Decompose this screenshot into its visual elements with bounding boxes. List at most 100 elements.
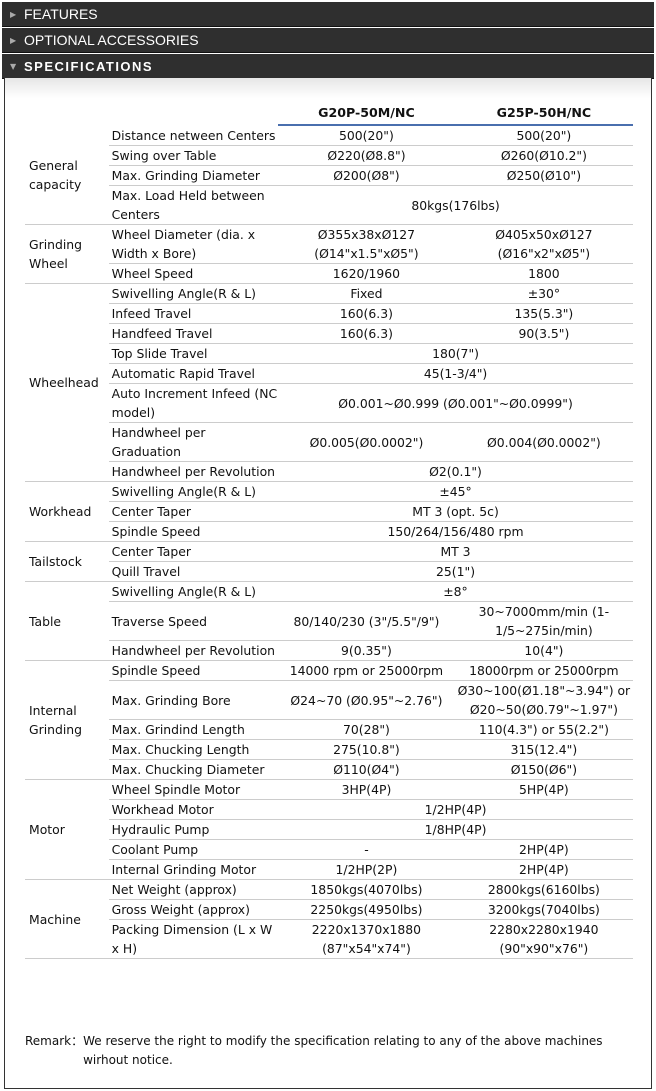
spec-label: Automatic Rapid Travel xyxy=(108,363,279,384)
spec-label: Packing Dimension (L x W x H) xyxy=(108,919,279,959)
spec-label: Swivelling Angle(R & L) xyxy=(108,481,279,502)
spec-label: Max. Grinding Diameter xyxy=(108,165,279,186)
spec-value: 18000rpm or 25000rpm xyxy=(454,660,633,681)
table-row: Internal Grinding Spindle Speed 14000 rpm … xyxy=(25,660,633,780)
group-label: Machine xyxy=(25,879,109,959)
spec-value: Ø2(0.1") xyxy=(278,461,633,482)
table-row: Spindle Speed 150/264/156/480 rpm xyxy=(25,521,633,542)
spec-value: 30~7000mm/min (1-1/5~275in/min) xyxy=(454,601,633,641)
spec-label: Auto Increment Infeed (NC model) xyxy=(108,383,279,423)
spec-value: Ø250(Ø10") xyxy=(454,165,633,186)
section-header-specifications[interactable]: ▼ SPECIFICATIONS xyxy=(2,54,654,79)
spec-value: 9(0.35") xyxy=(278,640,455,661)
spec-value: 25(1") xyxy=(278,561,633,582)
table-row: Wheelhead Swivelling Angle(R & L) Fixed ±30… xyxy=(25,283,633,482)
spec-label: Wheel Spindle Motor xyxy=(108,779,279,800)
spec-label: Handwheel per Revolution xyxy=(108,640,279,661)
spec-value: Ø355x38xØ127 (Ø14"x1.5"xØ5") xyxy=(278,224,455,264)
triangle-down-icon: ▼ xyxy=(10,61,17,71)
spec-value: Ø0.004(Ø0.0002") xyxy=(454,422,633,462)
table-row: Automatic Rapid Travel 45(1-3/4") xyxy=(25,363,633,384)
spec-value: 2280x2280x1940 (90"x90"x76") xyxy=(454,919,633,959)
table-row: Internal Grinding Motor 1/2HP(2P) 2HP(4P) xyxy=(25,859,633,880)
table-row: Workhead Motor 1/2HP(4P) xyxy=(25,799,633,820)
spec-value: 500(20") xyxy=(454,125,633,146)
spec-value: 150/264/156/480 rpm xyxy=(278,521,633,542)
spec-label: Handwheel per Graduation xyxy=(108,422,279,462)
spec-value: MT 3 xyxy=(278,541,633,562)
spec-value: MT 3 (opt. 5c) xyxy=(278,501,633,522)
section-header-optional-accessories[interactable]: ▶ OPTIONAL ACCESSORIES xyxy=(2,28,654,53)
spec-value: 14000 rpm or 25000rpm xyxy=(278,660,455,681)
table-header-row: G20P-50M/NC G25P-50H/NC xyxy=(25,98,633,126)
spec-value: 80kgs(176lbs) xyxy=(278,185,633,225)
spec-label: Distance netween Centers xyxy=(108,125,279,146)
spec-value: 135(5.3") xyxy=(454,303,633,324)
spec-value: 3HP(4P) xyxy=(278,779,455,800)
section-header-features[interactable]: ▶ FEATURES xyxy=(2,2,654,27)
table-row: Max. Chucking Length 275(10.8") 315(12.4") xyxy=(25,739,633,760)
spec-label: Handwheel per Revolution xyxy=(108,461,279,482)
spec-label: Workhead Motor xyxy=(108,799,279,820)
model-header: G25P-50H/NC xyxy=(454,98,633,126)
spec-label: Infeed Travel xyxy=(108,303,279,324)
triangle-right-icon: ▶ xyxy=(10,9,17,19)
table-row: Packing Dimension (L x W x H) 2220x1370x1… xyxy=(25,919,633,959)
spec-value: 1/2HP(2P) xyxy=(278,859,455,880)
table-row: Max. Grinding Diameter Ø200(Ø8") Ø250(Ø10"… xyxy=(25,165,633,186)
spec-label: Center Taper xyxy=(108,541,279,562)
spec-label: Handfeed Travel xyxy=(108,323,279,344)
table-row: Handfeed Travel 160(6.3) 90(3.5") xyxy=(25,323,633,344)
table-row: Wheel Speed 1620/1960 1800 xyxy=(25,263,633,284)
spec-label: Internal Grinding Motor xyxy=(108,859,279,880)
remark: Remark：We reserve the right to modify th… xyxy=(25,1032,625,1070)
table-row: General capacity Distance netween Centers… xyxy=(25,125,633,225)
spec-label: Wheel Diameter (dia. x Width x Bore) xyxy=(108,224,279,264)
spec-label: Top Slide Travel xyxy=(108,343,279,364)
spec-value: 1800 xyxy=(454,263,633,284)
table-row: Coolant Pump -2HP(4P) xyxy=(25,839,633,860)
spec-value: 1620/1960 xyxy=(278,263,455,284)
remark-label: Remark： xyxy=(25,1034,84,1048)
table-row: Handwheel per Graduation Ø0.005(Ø0.0002")… xyxy=(25,422,633,462)
spec-value: 80/140/230 (3"/5.5"/9") xyxy=(278,601,455,641)
spec-value: 110(4.3") or 55(2.2") xyxy=(454,719,633,740)
spec-value: 180(7") xyxy=(278,343,633,364)
table-row: Grinding Wheel Wheel Diameter (dia. x Wid… xyxy=(25,224,633,284)
spec-value: Ø110(Ø4") xyxy=(278,759,455,780)
spec-value: 2800kgs(6160lbs) xyxy=(454,879,633,900)
table-row: Motor Wheel Spindle Motor 3HP(4P) 5HP(4P) xyxy=(25,779,633,880)
table-row: Top Slide Travel 180(7") xyxy=(25,343,633,364)
spec-label: Max. Load Held between Centers xyxy=(108,185,279,225)
table-row: Quill Travel 25(1") xyxy=(25,561,633,582)
spec-value: Ø220(Ø8.8") xyxy=(278,145,455,166)
spec-value: Ø0.001~Ø0.999 (Ø0.001"~Ø0.0999") xyxy=(278,383,633,423)
table-row: Gross Weight (approx) 2250kgs(4950lbs) 320… xyxy=(25,899,633,920)
section-label: OPTIONAL ACCESSORIES xyxy=(24,32,199,48)
spec-value: 90(3.5") xyxy=(454,323,633,344)
spec-label: Gross Weight (approx) xyxy=(108,899,279,920)
spec-value: 160(6.3) xyxy=(278,303,455,324)
table-row: Auto Increment Infeed (NC model) Ø0.001~Ø… xyxy=(25,383,633,423)
spec-value: ±8° xyxy=(278,581,633,602)
spec-value: 500(20") xyxy=(278,125,455,146)
spec-label: Traverse Speed xyxy=(108,601,279,641)
spec-value: 5HP(4P) xyxy=(454,779,633,800)
spec-label: Coolant Pump xyxy=(108,839,279,860)
spec-label: Max. Chucking Diameter xyxy=(108,759,279,780)
table-row: Traverse Speed 80/140/230 (3"/5.5"/9") 30~… xyxy=(25,601,633,641)
spec-value: ±45° xyxy=(278,481,633,502)
spec-label: Spindle Speed xyxy=(108,521,279,542)
spec-label: Max. Grindind Length xyxy=(108,719,279,740)
spec-value: Ø0.005(Ø0.0002") xyxy=(278,422,455,462)
specifications-panel: G20P-50M/NC G25P-50H/NC General capacity… xyxy=(4,78,652,1089)
spec-label: Swivelling Angle(R & L) xyxy=(108,283,279,304)
table-row: Max. Chucking Diameter Ø110(Ø4") Ø150(Ø6") xyxy=(25,759,633,780)
triangle-right-icon: ▶ xyxy=(10,35,17,45)
group-label: Internal Grinding xyxy=(25,660,109,780)
spec-value: 1/2HP(4P) xyxy=(278,799,633,820)
group-label: Wheelhead xyxy=(25,283,109,482)
spec-label: Swivelling Angle(R & L) xyxy=(108,581,279,602)
spec-label: Wheel Speed xyxy=(108,263,279,284)
spec-label: Net Weight (approx) xyxy=(108,879,279,900)
